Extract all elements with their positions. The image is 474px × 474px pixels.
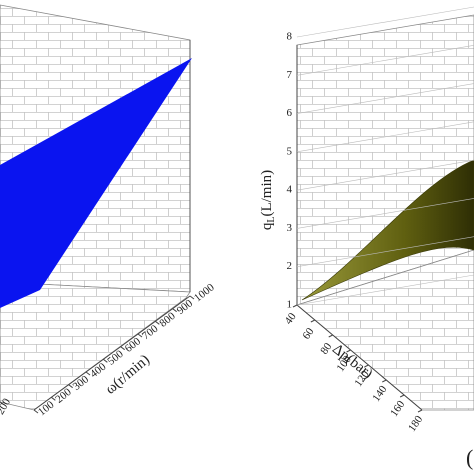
tick-mark (137, 333, 143, 338)
z-tick-label: 1 (287, 299, 293, 311)
tick-mark (292, 304, 298, 308)
z-tick-label: 2 (287, 260, 293, 272)
z-tick-label: 3 (287, 222, 293, 234)
grid-line (296, 274, 474, 306)
tick-mark (364, 364, 369, 368)
tick-mark (120, 346, 125, 351)
z-tick-label: 4 (287, 184, 293, 196)
tick-mark (417, 409, 423, 413)
z-tick-label: 5 (287, 145, 293, 157)
axis-line (296, 304, 423, 411)
tick-mark (172, 308, 177, 313)
grid-line (296, 198, 474, 229)
tick-mark (382, 379, 387, 383)
grid-line (296, 6, 474, 38)
tick-mark (310, 319, 316, 323)
z-tick-label: 8 (287, 31, 293, 43)
floor (0, 281, 191, 411)
z-axis-label-part: (L/min) (259, 170, 275, 217)
y-tick-label: 1000 (192, 281, 217, 304)
x-tick-label: 140 (370, 383, 390, 404)
tick-mark (68, 384, 73, 389)
grid-line (296, 121, 474, 153)
z-axis-label: qL(L/min) (259, 170, 277, 230)
surface (0, 58, 192, 308)
tick-mark (85, 371, 91, 376)
z-tick-label: 6 (287, 107, 293, 119)
tick-mark (346, 349, 351, 353)
tick-mark (155, 320, 160, 325)
grid-line (296, 236, 474, 268)
tick-mark (51, 396, 56, 401)
x-tick-label: 40 (283, 310, 299, 326)
z-axis-label-part: q (259, 222, 275, 230)
tick-mark (328, 334, 333, 338)
grid-line (296, 44, 474, 76)
tick-mark (103, 358, 108, 363)
tick-mark (399, 394, 405, 398)
z-axis-label-part: L (266, 217, 277, 223)
grid-line (296, 83, 474, 114)
axis-line (33, 295, 191, 411)
z-tick-label: 7 (287, 69, 293, 81)
tick-mark (0, 401, 4, 405)
tick-mark (33, 409, 39, 414)
panel-label: ( (466, 445, 473, 470)
grid-line (296, 159, 474, 191)
x-tick-label: 160 (388, 398, 408, 419)
x-tick-label: 180 (406, 413, 426, 434)
x-tick-label: 60 (300, 325, 316, 341)
tick-mark (189, 295, 195, 300)
